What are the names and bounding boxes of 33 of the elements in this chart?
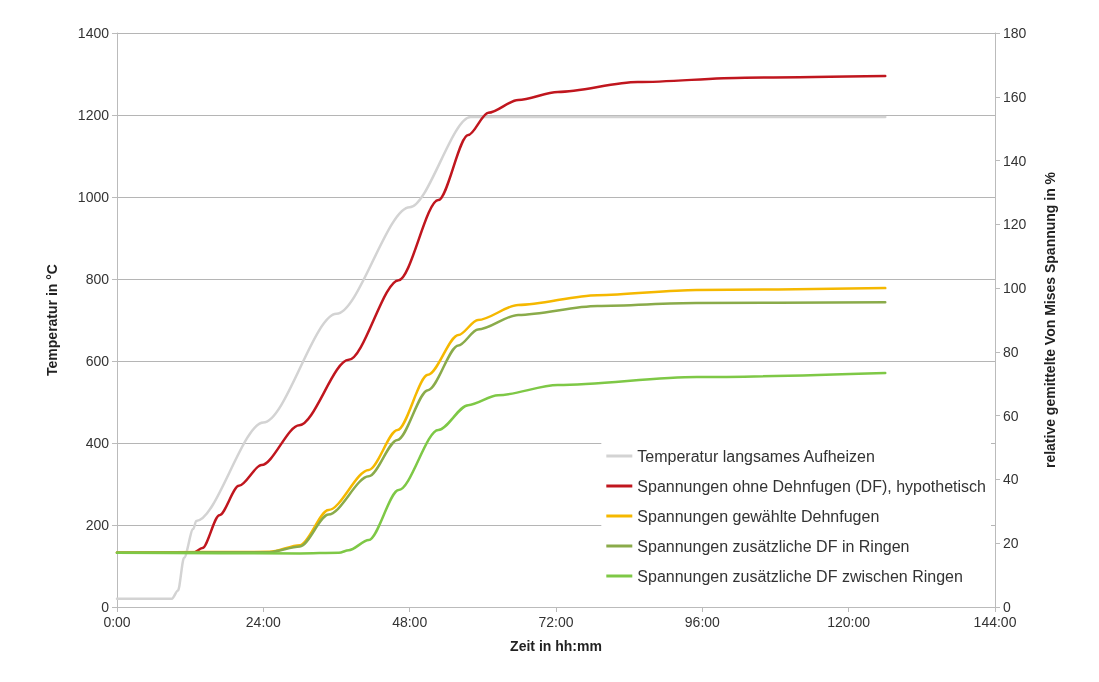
y2-tick-label: 100 — [1003, 280, 1027, 297]
y2-tick-label: 0 — [1003, 599, 1011, 615]
y-tick-label: 0 — [101, 599, 110, 615]
y2-tick-label: 40 — [1003, 471, 1019, 488]
x-tick-label: 96:00 — [684, 614, 721, 630]
y2-axis-title: relative gemittelte Von Mises Spannung in % — [1042, 171, 1058, 469]
x-tick-label: 24:00 — [245, 614, 282, 630]
y-tick-label: 200 — [85, 517, 110, 533]
y-tick-label: 400 — [85, 435, 110, 451]
y2-tick-label: 60 — [1003, 407, 1019, 424]
x-tick-label: 72:00 — [538, 614, 574, 630]
y2-tick-label: 180 — [1003, 25, 1027, 41]
legend-label: Spannungen zusätzliche DF zwischen Ringen — [637, 567, 963, 585]
y-tick-label: 1200 — [77, 107, 110, 123]
x-axis-title: Zeit in hh:mm — [510, 638, 602, 654]
y-tick-label: 1400 — [77, 25, 110, 41]
legend-label: Temperatur langsames Aufheizen — [637, 447, 875, 465]
y2-tick-label: 120 — [1003, 216, 1027, 233]
y-tick-label: 1000 — [77, 189, 110, 205]
y-tick-label: 800 — [85, 271, 110, 287]
y-axis-title: Temperatur in °C — [44, 264, 60, 376]
y2-tick-label: 80 — [1003, 343, 1019, 360]
x-tick-label: 48:00 — [392, 614, 428, 630]
y2-tick-label: 160 — [1003, 88, 1027, 105]
legend-label: Spannungen zusätzliche DF in Ringen — [637, 537, 910, 555]
y2-tick-label: 20 — [1003, 535, 1019, 552]
legend-label: Spannungen ohne Dehnfugen (DF), hypothetisch — [637, 477, 986, 495]
x-tick-label: 0:00 — [103, 614, 131, 630]
y2-tick-label: 140 — [1003, 152, 1027, 169]
x-tick-label: 144:00 — [973, 614, 1017, 630]
x-tick-label: 120:00 — [827, 614, 871, 630]
y-tick-label: 600 — [85, 353, 110, 369]
legend-label: Spannungen gewählte Dehnfugen — [637, 507, 880, 525]
